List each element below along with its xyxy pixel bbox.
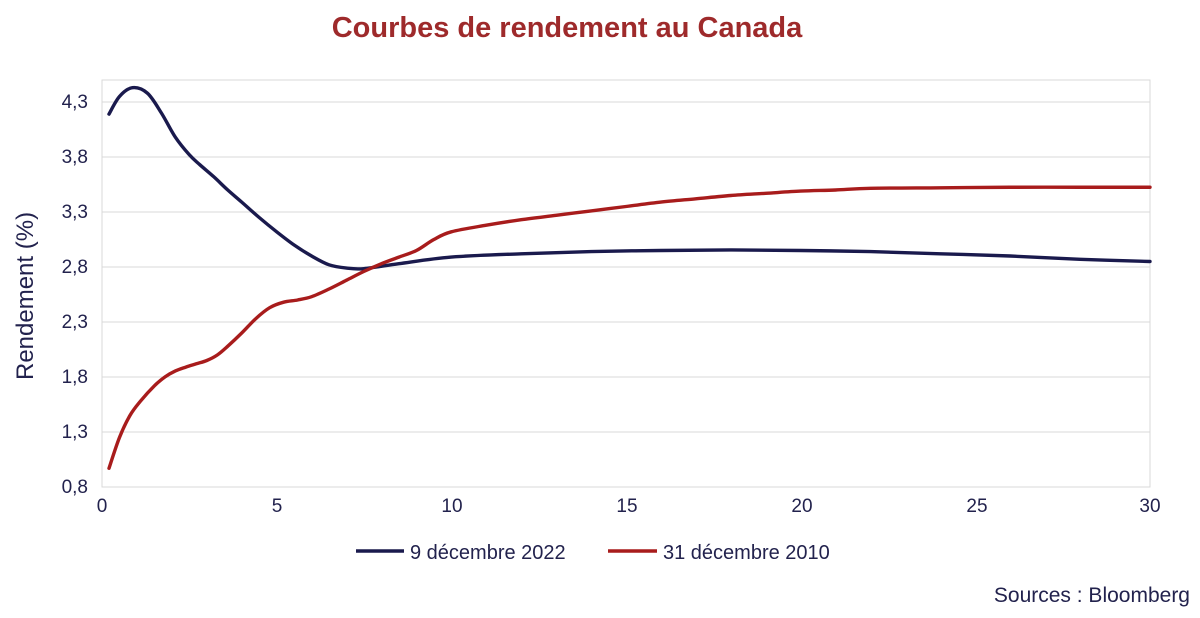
svg-text:25: 25	[966, 496, 987, 517]
svg-text:3,8: 3,8	[62, 147, 88, 168]
svg-text:4,3: 4,3	[62, 92, 88, 113]
svg-text:3,3: 3,3	[62, 202, 88, 223]
svg-text:31 décembre 2010: 31 décembre 2010	[663, 542, 830, 564]
svg-text:20: 20	[791, 496, 812, 517]
svg-text:9 décembre 2022: 9 décembre 2022	[410, 542, 566, 564]
svg-text:0: 0	[97, 496, 108, 517]
svg-text:15: 15	[616, 496, 637, 517]
svg-text:1,3: 1,3	[62, 422, 88, 443]
svg-text:2,3: 2,3	[62, 312, 88, 333]
svg-text:0,8: 0,8	[62, 477, 88, 498]
svg-text:1,8: 1,8	[62, 367, 88, 388]
svg-text:5: 5	[272, 496, 283, 517]
svg-text:10: 10	[441, 496, 462, 517]
svg-text:30: 30	[1139, 496, 1160, 517]
svg-text:2,8: 2,8	[62, 257, 88, 278]
